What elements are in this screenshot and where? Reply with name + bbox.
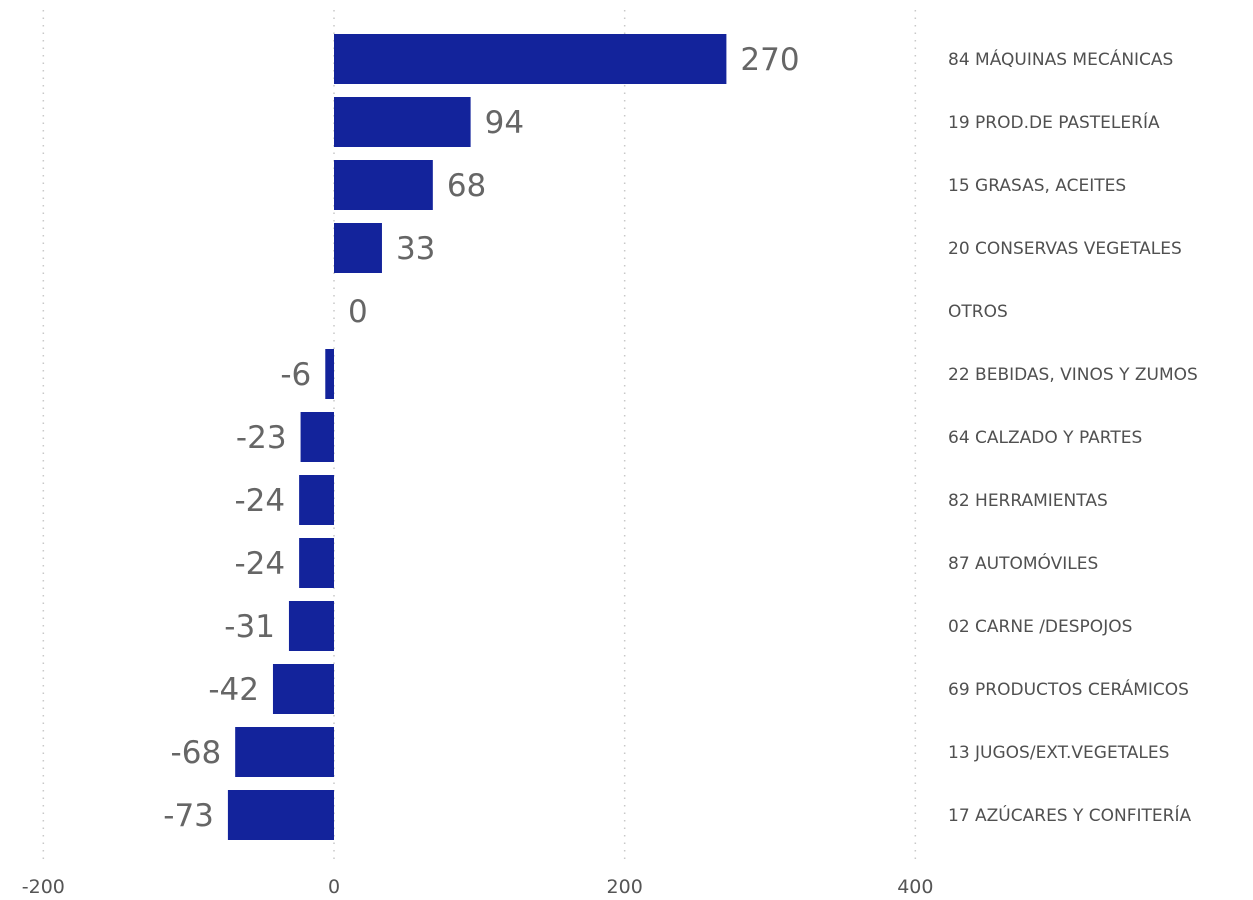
bar	[288, 601, 334, 651]
category-label: 64 CALZADO Y PARTES	[948, 428, 1142, 448]
bar	[334, 223, 382, 273]
category-label: 87 AUTOMÓVILES	[948, 552, 1098, 574]
bar	[227, 790, 334, 840]
category-label: 22 BEBIDAS, VINOS Y ZUMOS	[948, 365, 1198, 385]
category-label: 13 JUGOS/EXT.VEGETALES	[948, 743, 1169, 763]
category-label: OTROS	[948, 302, 1008, 322]
category-label: 02 CARNE /DESPOJOS	[948, 617, 1132, 637]
data-label: -23	[236, 420, 287, 456]
bar	[334, 97, 471, 147]
data-label: -42	[208, 672, 259, 708]
data-label: -6	[280, 357, 311, 393]
category-label: 19 PROD.DE PASTELERÍA	[948, 111, 1160, 133]
data-label: -68	[171, 735, 222, 771]
bar	[299, 475, 334, 525]
bars	[227, 34, 727, 840]
x-axis-tick-labels: -200 0 200 400	[22, 876, 934, 898]
category-label: 15 GRASAS, ACEITES	[948, 176, 1126, 196]
category-label: 69 PRODUCTOS CERÁMICOS	[948, 678, 1189, 700]
data-labels: 270 94 68 33 0 -6 -23 -24 -24 -31 -42 -68 -73	[163, 42, 799, 834]
bar	[334, 34, 727, 84]
data-label: 68	[447, 168, 486, 204]
x-tick-label: 0	[328, 876, 340, 898]
category-label: 84 MÁQUINAS MECÁNICAS	[948, 48, 1173, 70]
data-label: -24	[234, 483, 285, 519]
data-label: 33	[396, 231, 435, 267]
data-label: 0	[348, 294, 368, 330]
data-label: 94	[485, 105, 524, 141]
x-tick-label: 400	[897, 876, 933, 898]
data-label: -24	[234, 546, 285, 582]
category-label: 17 AZÚCARES Y CONFITERÍA	[948, 804, 1192, 826]
bar	[334, 160, 433, 210]
data-label: -31	[224, 609, 275, 645]
bar	[272, 664, 334, 714]
data-label: -73	[163, 798, 214, 834]
x-tick-label: -200	[22, 876, 65, 898]
data-label: 270	[740, 42, 799, 78]
bar	[325, 349, 334, 399]
bar	[300, 412, 334, 462]
category-label: 20 CONSERVAS VEGETALES	[948, 239, 1182, 259]
x-tick-label: 200	[607, 876, 643, 898]
bar	[299, 538, 334, 588]
bar	[235, 727, 334, 777]
category-label: 82 HERRAMIENTAS	[948, 491, 1108, 511]
category-labels: 84 MÁQUINAS MECÁNICAS 19 PROD.DE PASTELER…	[948, 48, 1198, 826]
